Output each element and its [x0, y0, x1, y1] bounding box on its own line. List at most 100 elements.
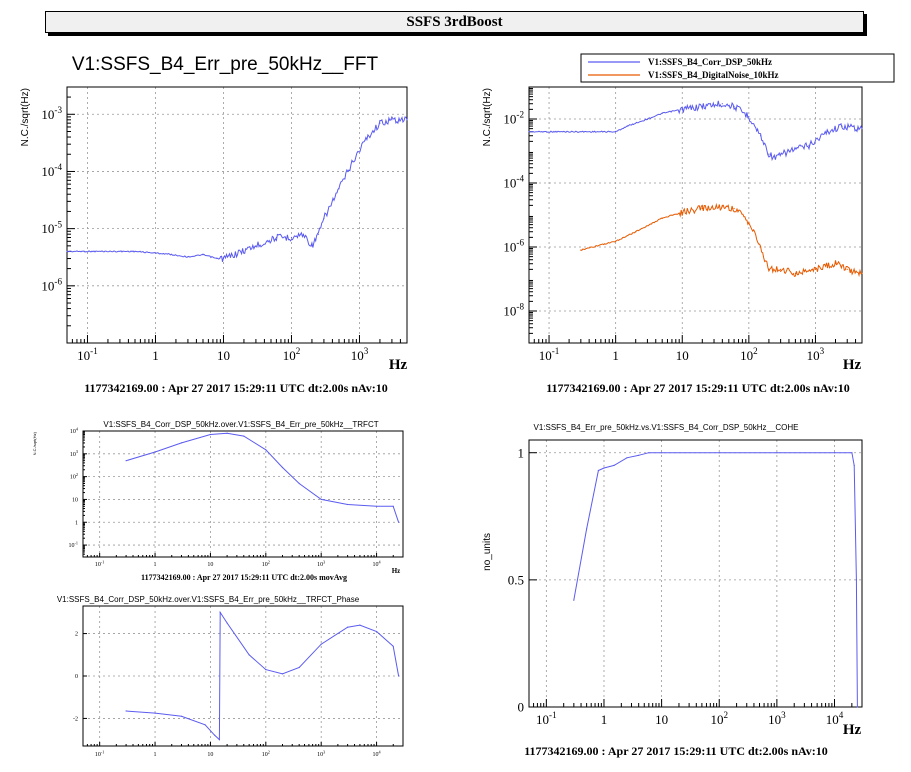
x-tick-label: 104 — [373, 559, 382, 568]
data-point — [733, 207, 735, 210]
data-point — [626, 125, 629, 127]
data-point — [855, 579, 858, 581]
data-point — [861, 272, 863, 274]
data-point — [298, 666, 300, 669]
y-axis-label: N.C./sqrt(Hz) — [482, 88, 493, 146]
x-tick-label: 10 — [207, 562, 213, 568]
data-point — [573, 599, 575, 601]
data-point — [635, 231, 637, 233]
legend: V1:SSFS_B4_Corr_DSP_50kHz V1:SSFS_B4_Dig… — [580, 53, 895, 83]
y-axis-label: N.C./sqrt(Hz) — [20, 88, 31, 146]
data-point — [281, 673, 284, 675]
data-point — [586, 528, 588, 530]
data-point — [359, 624, 361, 626]
legend-entry: V1:SSFS_B4_Corr_DSP_50kHz — [648, 57, 772, 67]
data-point — [808, 144, 810, 146]
data-point — [748, 221, 750, 223]
data-point — [841, 125, 843, 127]
legend-entry: V1:SSFS_B4_DigitalNoise_10kHz — [648, 70, 779, 80]
x-tick-label: 10 — [676, 348, 689, 363]
data-layer — [528, 100, 863, 278]
data-point — [214, 734, 216, 737]
x-axis-label: Hz — [392, 567, 401, 575]
data-point — [154, 712, 156, 714]
data-point — [760, 135, 762, 137]
data-point — [613, 464, 615, 466]
plot-frame — [528, 86, 863, 344]
y-tick-label: 0 — [75, 674, 78, 680]
data-point — [392, 645, 394, 647]
y-tick-label: 2 — [75, 632, 78, 638]
y-tick-label: 1 — [518, 445, 525, 460]
data-point — [661, 217, 663, 219]
data-point — [748, 115, 750, 118]
x-tick-label: 104 — [373, 749, 382, 758]
plot-frame — [82, 430, 404, 558]
data-point — [851, 452, 853, 454]
data-point — [814, 268, 817, 270]
data-point — [853, 464, 855, 466]
x-tick-label: 102 — [262, 749, 270, 758]
data-point — [209, 433, 211, 436]
chart-title: V1:SSFS_B4_Corr_DSP_50kHz.over.V1:SSFS_B… — [57, 595, 360, 604]
data-point — [794, 272, 797, 274]
plot-frame — [528, 439, 863, 708]
data-layer — [573, 452, 859, 708]
data-point — [281, 466, 284, 469]
data-point — [265, 669, 267, 671]
data-point — [638, 454, 640, 456]
data-point — [154, 451, 156, 453]
data-point — [861, 128, 863, 130]
data-point — [376, 630, 378, 633]
data-point — [580, 249, 582, 251]
data-layer — [125, 610, 400, 741]
data-point — [760, 246, 762, 248]
data-point — [661, 112, 663, 114]
data-point — [317, 233, 320, 235]
data-point — [134, 250, 136, 252]
data-point — [718, 452, 720, 454]
data-point — [681, 211, 683, 214]
x-tick-label: 10-1 — [539, 346, 560, 363]
plot-frame — [66, 86, 408, 344]
chart-footer: 1177342169.00 : Apr 27 2017 15:29:11 UTC… — [546, 381, 850, 395]
data-point — [856, 706, 859, 708]
data-point — [66, 250, 68, 252]
chart-title: V1:SSFS_B4_Err_pre_50kHz__FFT — [72, 54, 379, 75]
data-point — [826, 131, 828, 133]
data-point — [701, 105, 703, 107]
x-tick-label: 104 — [826, 710, 844, 727]
series-line — [528, 100, 863, 162]
x-tick-label: 103 — [768, 710, 786, 727]
data-point — [216, 257, 218, 260]
y-tick-label: 103 — [70, 449, 78, 458]
data-point — [204, 724, 206, 726]
data-point — [320, 498, 322, 500]
data-point — [788, 150, 790, 152]
data-point — [323, 218, 325, 220]
data-layer — [125, 432, 400, 523]
legend-box — [580, 53, 895, 83]
x-tick-label: 102 — [740, 346, 758, 363]
data-point — [398, 675, 400, 677]
data-point — [180, 715, 183, 717]
y-tick-label: 102 — [70, 472, 78, 481]
x-tick-label: 10-1 — [536, 710, 557, 727]
data-point — [528, 131, 530, 133]
data-point — [834, 263, 837, 265]
data-point — [226, 622, 228, 624]
x-tick-label: 103 — [317, 559, 325, 568]
data-point — [248, 654, 250, 656]
x-tick-label: 1 — [154, 752, 157, 758]
data-point — [646, 118, 649, 120]
chart-title: V1:SSFS_B4_Err_pre_50kHz.vs.V1:SSFS_B4_C… — [533, 423, 798, 432]
data-point — [338, 188, 340, 190]
data-point — [780, 268, 782, 270]
data-point — [406, 119, 408, 121]
axis-ticks: 10-1 1 10 102 103 104 0 0.5 1 — [508, 445, 863, 727]
data-point — [701, 207, 703, 210]
data-point — [311, 245, 313, 247]
data-point — [187, 256, 189, 258]
x-tick-label: 10 — [207, 752, 213, 758]
